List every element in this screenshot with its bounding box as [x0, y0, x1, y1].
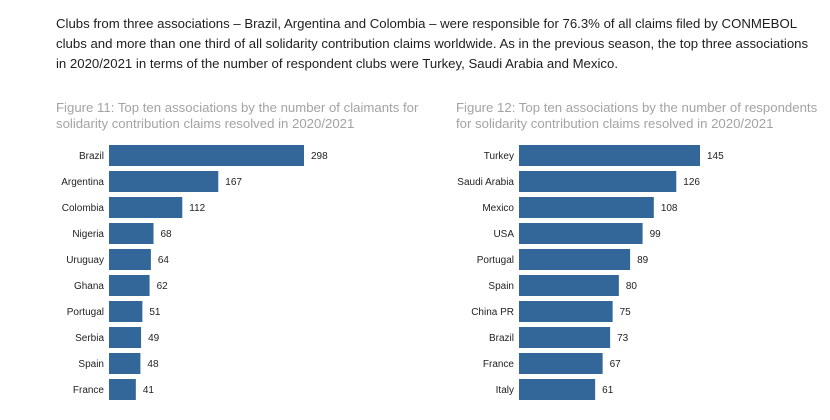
fig12-bar: [519, 223, 643, 244]
fig12-value-label: 73: [617, 333, 629, 344]
fig11-category-label: Ghana: [74, 281, 104, 292]
fig12-value-label: 67: [610, 359, 622, 370]
fig11-bar: [109, 379, 136, 400]
fig12-bar: [519, 301, 613, 322]
fig12-bar: [519, 171, 677, 192]
fig11-category-label: Serbia: [75, 333, 104, 344]
fig11-category-label: Spain: [78, 359, 104, 370]
fig11-value-label: 64: [158, 255, 170, 266]
fig11-value-label: 298: [311, 151, 328, 162]
fig11-bar: [109, 145, 304, 166]
fig12-category-label: USA: [493, 229, 514, 240]
fig12-bar: [519, 327, 611, 348]
figure-11-bar-chart: Brazil 298 Argentina 167 Colombia 112 Nigeria 6…: [61, 145, 328, 400]
fig12-value-label: 75: [620, 307, 632, 318]
fig11-bar: [109, 249, 151, 270]
fig12-category-label: Mexico: [482, 203, 514, 214]
fig11-bar: [109, 353, 141, 374]
fig11-category-label: France: [73, 385, 105, 396]
fig11-category-label: Colombia: [62, 203, 105, 214]
fig12-value-label: 99: [650, 229, 662, 240]
fig12-value-label: 145: [707, 151, 724, 162]
fig11-bar: [109, 327, 142, 348]
fig12-category-label: France: [483, 359, 515, 370]
fig11-bar: [109, 275, 150, 296]
fig12-value-label: 126: [683, 177, 700, 188]
fig12-value-label: 61: [602, 385, 614, 396]
fig11-value-label: 62: [157, 281, 169, 292]
fig11-value-label: 41: [143, 385, 155, 396]
fig12-bar: [519, 275, 619, 296]
fig12-value-label: 108: [661, 203, 678, 214]
fig11-bar: [109, 223, 154, 244]
fig12-bar: [519, 379, 596, 400]
fig11-bar: [109, 301, 143, 322]
fig11-category-label: Uruguay: [66, 255, 104, 266]
fig12-value-label: 80: [626, 281, 638, 292]
fig11-value-label: 112: [189, 203, 205, 214]
fig12-category-label: Brazil: [489, 333, 514, 344]
fig12-bar: [519, 197, 654, 218]
fig12-category-label: Saudi Arabia: [457, 177, 514, 188]
figure-12-title: Figure 12: Top ten associations by the n…: [456, 100, 818, 131]
fig11-value-label: 49: [148, 333, 160, 344]
fig11-value-label: 48: [147, 359, 159, 370]
fig11-category-label: Argentina: [61, 177, 104, 188]
figure-11-title: Figure 11: Top ten associations by the n…: [56, 100, 419, 131]
fig11-bar: [109, 197, 183, 218]
fig12-bar: [519, 353, 603, 374]
fig11-bar: [109, 171, 219, 192]
fig12-category-label: Spain: [488, 281, 514, 292]
fig11-category-label: Nigeria: [72, 229, 104, 240]
intro-paragraph: Clubs from three associations – Brazil, …: [56, 16, 809, 71]
figure-12-bar-chart: Turkey 145 Saudi Arabia 126 Mexico 108 USA 99 Po…: [457, 145, 724, 400]
fig12-category-label: China PR: [471, 307, 514, 318]
fig12-category-label: Portugal: [477, 255, 514, 266]
fig11-value-label: 167: [225, 177, 242, 188]
fig12-category-label: Turkey: [484, 151, 514, 162]
fig12-category-label: Italy: [496, 385, 514, 396]
fig11-category-label: Portugal: [67, 307, 104, 318]
fig11-value-label: 68: [160, 229, 172, 240]
fig11-category-label: Brazil: [79, 151, 104, 162]
fig12-bar: [519, 249, 631, 270]
fig11-value-label: 51: [149, 307, 161, 318]
fig12-value-label: 89: [637, 255, 649, 266]
fig12-bar: [519, 145, 700, 166]
